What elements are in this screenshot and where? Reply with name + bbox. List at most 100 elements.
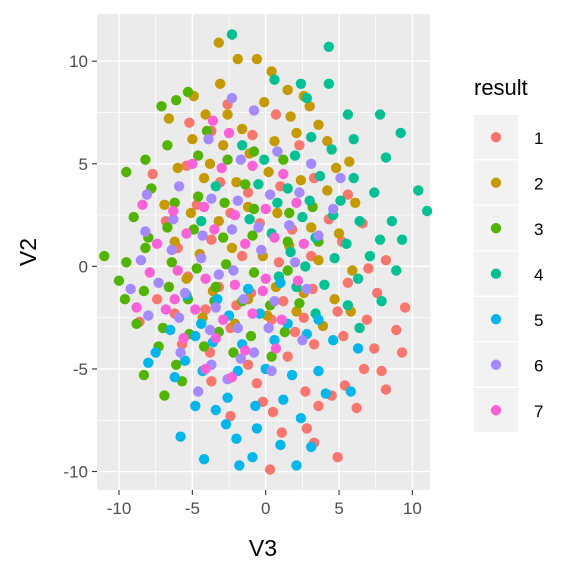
data-point-result-3 bbox=[248, 146, 260, 157]
data-point-result-3 bbox=[156, 101, 167, 112]
data-point-result-1 bbox=[206, 376, 217, 387]
data-point-result-5 bbox=[212, 294, 223, 305]
data-point-result-4 bbox=[391, 265, 402, 276]
y-tick-label: 10 bbox=[69, 52, 88, 71]
data-point-result-1 bbox=[151, 294, 163, 305]
y-tick-label: -5 bbox=[73, 360, 88, 379]
data-point-result-2 bbox=[272, 207, 283, 219]
data-point-result-6 bbox=[196, 253, 207, 264]
data-point-result-2 bbox=[291, 306, 302, 317]
data-point-result-6 bbox=[232, 195, 243, 206]
x-axis-title: V3 bbox=[249, 535, 277, 561]
data-point-result-1 bbox=[282, 351, 293, 362]
data-point-result-6 bbox=[301, 283, 312, 295]
data-point-result-2 bbox=[185, 207, 197, 219]
data-point-result-1 bbox=[308, 339, 320, 350]
x-axis-ticks: -10 -5 0 5 10 bbox=[107, 490, 422, 518]
data-point-result-3 bbox=[282, 236, 293, 247]
data-point-result-3 bbox=[138, 369, 150, 381]
data-point-result-5 bbox=[306, 441, 317, 453]
data-point-result-6 bbox=[175, 347, 186, 358]
data-point-result-3 bbox=[245, 330, 257, 342]
data-point-result-4 bbox=[306, 131, 317, 143]
data-point-result-6 bbox=[284, 220, 295, 231]
data-point-result-5 bbox=[150, 347, 161, 358]
data-point-result-7 bbox=[278, 168, 289, 180]
data-point-result-7 bbox=[257, 285, 268, 297]
data-point-result-1 bbox=[184, 117, 195, 128]
data-point-result-7 bbox=[270, 343, 282, 354]
data-point-result-3 bbox=[198, 341, 210, 352]
data-point-result-5 bbox=[313, 365, 324, 377]
data-point-result-6 bbox=[193, 386, 204, 397]
data-point-result-5 bbox=[345, 386, 356, 397]
data-point-result-3 bbox=[162, 140, 173, 151]
data-point-result-1 bbox=[225, 410, 236, 422]
data-point-result-6 bbox=[269, 296, 280, 307]
legend-swatch-7 bbox=[490, 405, 502, 416]
data-point-result-3 bbox=[131, 318, 142, 329]
data-point-result-2 bbox=[306, 222, 317, 233]
data-point-result-4 bbox=[354, 216, 365, 227]
data-point-result-4 bbox=[369, 187, 380, 198]
data-point-result-2 bbox=[213, 216, 224, 227]
data-point-result-5 bbox=[295, 413, 307, 424]
data-point-result-7 bbox=[216, 162, 227, 174]
data-point-result-6 bbox=[226, 92, 238, 104]
data-point-result-2 bbox=[313, 255, 324, 266]
data-point-result-2 bbox=[313, 119, 324, 130]
data-point-result-7 bbox=[151, 238, 163, 249]
data-point-result-4 bbox=[395, 127, 406, 139]
data-point-result-6 bbox=[232, 322, 243, 334]
data-point-result-5 bbox=[190, 330, 201, 342]
data-point-result-4 bbox=[319, 279, 330, 290]
data-point-result-1 bbox=[247, 129, 258, 141]
legend-label-4: 4 bbox=[534, 265, 543, 284]
data-point-result-1 bbox=[200, 304, 211, 315]
data-point-result-2 bbox=[231, 177, 242, 188]
data-point-result-6 bbox=[213, 269, 224, 280]
data-point-result-3 bbox=[218, 232, 229, 243]
data-point-result-1 bbox=[361, 314, 373, 325]
data-point-result-7 bbox=[240, 238, 251, 249]
data-point-result-1 bbox=[399, 302, 411, 313]
legend: 1 2 3 4 5 6 7 bbox=[474, 115, 543, 432]
data-point-result-1 bbox=[342, 277, 354, 288]
data-point-result-3 bbox=[121, 166, 132, 178]
data-point-result-6 bbox=[335, 172, 346, 184]
x-tick-label: -5 bbox=[185, 499, 200, 518]
data-point-result-4 bbox=[354, 322, 365, 334]
data-point-result-6 bbox=[226, 224, 238, 235]
data-point-result-4 bbox=[323, 78, 334, 90]
data-point-result-3 bbox=[222, 154, 233, 165]
data-point-result-4 bbox=[285, 246, 296, 258]
legend-swatch-4 bbox=[490, 268, 502, 279]
data-point-result-2 bbox=[163, 113, 175, 124]
data-point-result-5 bbox=[198, 454, 210, 465]
legend-swatch-6 bbox=[490, 359, 502, 370]
data-point-result-7 bbox=[200, 273, 211, 284]
data-point-result-6 bbox=[168, 214, 179, 225]
data-point-result-2 bbox=[226, 242, 238, 254]
data-point-result-6 bbox=[203, 134, 214, 145]
data-point-result-5 bbox=[352, 343, 364, 354]
data-point-result-4 bbox=[374, 109, 386, 120]
data-point-result-6 bbox=[204, 324, 216, 336]
data-point-result-1 bbox=[313, 400, 324, 412]
data-point-result-2 bbox=[198, 172, 210, 184]
data-point-result-2 bbox=[169, 236, 180, 247]
data-point-result-6 bbox=[125, 283, 136, 295]
data-point-result-5 bbox=[250, 400, 261, 412]
legend-label-7: 7 bbox=[534, 402, 543, 421]
data-point-result-3 bbox=[210, 281, 221, 293]
data-point-result-4 bbox=[326, 144, 337, 155]
data-point-result-5 bbox=[175, 431, 186, 442]
data-point-result-1 bbox=[289, 326, 301, 338]
data-point-result-4 bbox=[352, 273, 364, 284]
data-point-result-5 bbox=[254, 308, 265, 319]
legend-label-2: 2 bbox=[534, 174, 543, 193]
data-point-result-2 bbox=[222, 109, 233, 120]
data-point-result-4 bbox=[226, 29, 238, 40]
data-point-result-6 bbox=[313, 230, 324, 241]
